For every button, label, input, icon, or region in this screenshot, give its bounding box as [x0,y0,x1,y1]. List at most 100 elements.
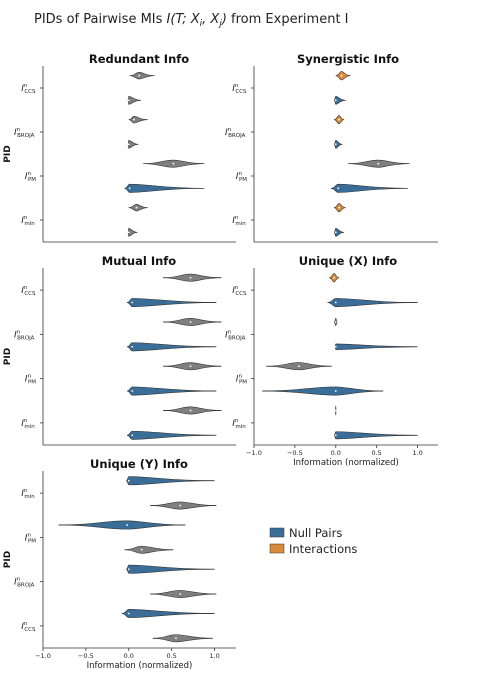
panel-title: Mutual Info [102,254,176,268]
legend-swatch [269,527,285,538]
x-tick-label: −0.5 [287,449,303,457]
panel-title: Unique (Y) Info [90,457,188,471]
x-tick-label: 0.0 [331,449,341,457]
y-tick-label: In min [21,488,35,500]
violin-gray-6 [163,406,222,415]
x-tick-label: −1.0 [35,652,51,660]
violin-median [189,365,192,368]
panel-title: Redundant Info [89,52,189,66]
y-tick-label: In CCS [21,285,36,297]
violin-median [334,409,337,412]
y-tick-label: In PM [236,171,247,183]
panel-1: Redundant Info PID In CCS In BROJA In PM In min [3,52,236,243]
violin-median [127,479,130,482]
legend-label: Interactions [289,542,357,556]
y-tick-label: In PM [25,171,36,183]
x-tick-label: −0.5 [78,652,94,660]
violin-median [179,593,182,595]
x-tick-label: 1.0 [209,652,219,660]
violin-median [131,301,134,304]
violin-median [334,99,337,102]
legend-swatch [269,543,285,554]
violin-median [128,187,131,190]
x-tick-label: 0.0 [124,652,134,660]
violin-median [127,612,130,615]
x-axis-label: Information (normalized) [87,661,193,671]
violin-gray-3 [127,139,139,149]
y-tick-label: In BROJA [225,329,246,341]
panel-3: Mutual Info PID In CCS In BROJA In PM In min [3,254,236,446]
x-tick-label: −1.0 [246,449,262,457]
x-tick-label: 1.0 [412,449,422,457]
violin-null-1 [127,298,217,307]
violin-null-2 [58,520,186,530]
violin-gray-2 [128,116,148,124]
panel-5: Unique (Y) Info PID In min In PM In BROJA In CCS −… [3,457,236,671]
y-tick-label: In PM [25,374,36,386]
y-tick-label: In BROJA [14,577,35,589]
x-tick-label: 0.5 [166,652,176,660]
violin-median [338,118,340,121]
violin-median [340,74,343,77]
violin-median [334,301,337,304]
y-tick-label: In min [232,215,246,227]
violin-median [172,162,175,165]
violin-median [334,345,337,348]
violin-median [131,345,134,348]
violin-median [298,365,300,368]
violin-median [334,390,337,392]
y-tick-label: In BROJA [225,127,246,139]
violin-median [189,276,192,279]
violin-null-5 [127,386,217,396]
y-tick-label: In PM [25,532,36,544]
y-axis-label: PID [3,551,13,568]
violin-median [189,409,192,412]
violin-median [133,118,135,121]
y-tick-label: In PM [236,374,247,386]
y-tick-label: In CCS [232,285,247,297]
violin-median [127,568,130,571]
violin-null-6 [121,609,215,618]
violin-null-4 [126,564,215,574]
x-axis-label: Information (normalized) [293,458,399,468]
violin-median [334,231,337,234]
y-tick-label: In CCS [21,621,36,633]
violin-median [338,206,340,209]
violin-gray-6 [128,204,148,212]
y-tick-label: In min [21,215,35,227]
violin-median [175,637,177,640]
violin-gray-0 [163,273,222,282]
violin-interaction-0 [335,71,351,81]
violin-null-1 [333,95,346,105]
violin-null-0 [126,476,215,486]
y-tick-label: In BROJA [14,329,35,341]
violin-null-3 [333,139,343,149]
y-tick-label: In CCS [232,83,247,95]
y-tick-label: In BROJA [14,127,35,139]
violin-null-1 [327,298,418,307]
violin-median [131,390,134,392]
violin-median [135,206,138,209]
violin-gray-0 [129,72,155,80]
y-tick-label: In CCS [21,83,36,95]
violin-null-7 [334,431,418,440]
y-axis-label: PID [3,348,13,365]
violin-null-7 [127,430,217,440]
y-axis-label: PID [3,145,13,162]
violin-median [179,504,182,507]
violin-gray-2 [163,318,222,326]
violin-median [333,276,336,279]
violin-gray-1 [150,501,217,510]
violin-median [126,524,128,526]
violin-null-5 [330,183,408,193]
violin-median [334,434,337,437]
y-tick-label: In min [21,418,35,430]
violin-median [334,321,337,323]
violin-gray-7 [152,634,213,643]
x-tick-label: 0.5 [371,449,381,457]
violin-gray-4 [163,362,222,371]
violin-median [127,99,130,102]
violin-null-3 [127,342,217,352]
